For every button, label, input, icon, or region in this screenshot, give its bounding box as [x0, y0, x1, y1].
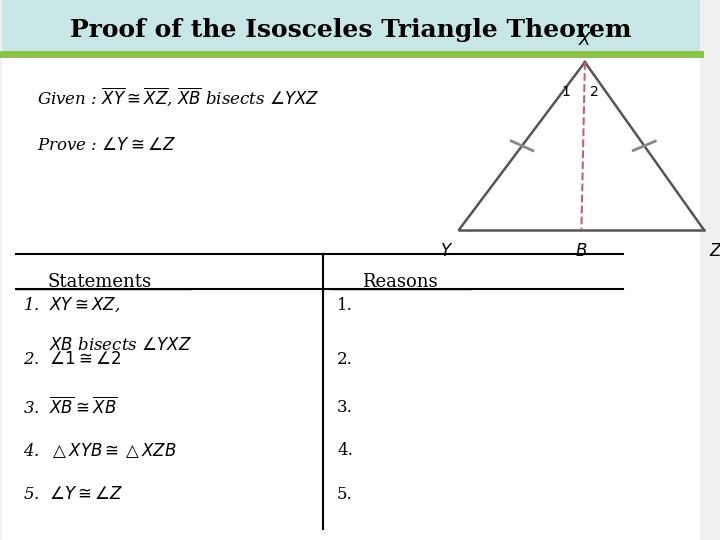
Text: Proof of the Isosceles Triangle Theorem: Proof of the Isosceles Triangle Theorem — [70, 18, 631, 42]
Text: Given : $\overline{XY} \cong \overline{XZ}$, $\overline{XB}$ bisects $\angle YXZ: Given : $\overline{XY} \cong \overline{X… — [37, 86, 319, 109]
Text: $Z$: $Z$ — [709, 243, 720, 260]
Text: 3.  $\overline{XB} \cong \overline{XB}$: 3. $\overline{XB} \cong \overline{XB}$ — [23, 397, 117, 418]
Text: 5.  $\angle Y \cong \angle Z$: 5. $\angle Y \cong \angle Z$ — [23, 485, 123, 503]
Text: $B$: $B$ — [575, 243, 588, 260]
FancyBboxPatch shape — [1, 0, 700, 54]
Text: Statements: Statements — [48, 273, 152, 291]
Text: 2.: 2. — [337, 350, 353, 368]
Text: 4.  $\triangle XYB \cong \triangle XZB$: 4. $\triangle XYB \cong \triangle XZB$ — [23, 441, 176, 461]
Text: $1$: $1$ — [561, 85, 570, 99]
Text: Reasons: Reasons — [362, 273, 438, 291]
Text: 5.: 5. — [337, 485, 353, 503]
Text: 2.  $\angle 1 \cong \angle 2$: 2. $\angle 1 \cong \angle 2$ — [23, 350, 121, 368]
FancyBboxPatch shape — [1, 54, 700, 540]
Text: $X$: $X$ — [577, 32, 592, 49]
Text: 4.: 4. — [337, 442, 353, 460]
Text: Prove : $\angle Y \cong \angle Z$: Prove : $\angle Y \cong \angle Z$ — [37, 137, 176, 154]
Text: 1.: 1. — [337, 296, 353, 314]
Text: 3.: 3. — [337, 399, 353, 416]
Text: 1.  $XY \cong XZ$,: 1. $XY \cong XZ$, — [23, 296, 120, 314]
Text: $Y$: $Y$ — [440, 243, 454, 260]
Text: $XB$ bisects $\angle YXZ$: $XB$ bisects $\angle YXZ$ — [23, 337, 192, 354]
Text: $2$: $2$ — [589, 85, 598, 99]
